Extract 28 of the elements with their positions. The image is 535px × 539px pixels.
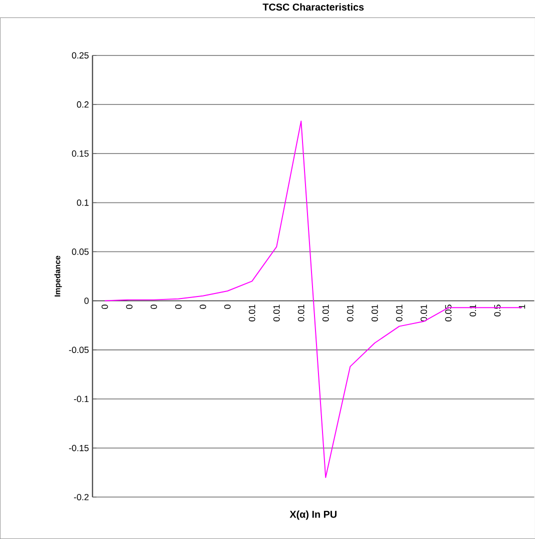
y-tick-label: -0.15: [68, 444, 88, 452]
chart-title: TCSC Characteristics: [262, 3, 364, 11]
x-tick-label: 0.01: [371, 304, 378, 322]
y-tick-label: -0.1: [74, 396, 88, 402]
y-tick-label: 0.25: [72, 52, 88, 59]
x-tick-label: 0: [200, 304, 206, 309]
x-tick-label: 0.01: [396, 304, 402, 322]
x-tick-label: 0: [126, 304, 132, 309]
x-tick-label: 0: [224, 304, 230, 309]
x-tick-label: 0: [101, 304, 108, 309]
x-tick-label: 1: [518, 304, 525, 309]
x-tick-label: 0.01: [298, 304, 304, 322]
x-tick-label: 0.05: [444, 304, 452, 322]
y-tick-label: 0.05: [72, 248, 88, 255]
y-tick-label: 0.1: [76, 199, 88, 206]
x-tick-label: 0: [175, 304, 182, 309]
y-tick-label: 0: [84, 298, 88, 304]
x-tick-label: 0.1: [470, 304, 476, 316]
y-tick-label: -0.05: [68, 346, 88, 354]
x-tick-label: 0.01: [248, 304, 255, 322]
x-tick-label: 0.01: [346, 304, 354, 322]
x-tick-label: 0.01: [322, 304, 329, 322]
x-axis-title: X(α) In PU: [290, 510, 336, 520]
y-tick-label: -0.2: [74, 494, 88, 500]
x-tick-label: 0: [150, 304, 157, 309]
x-tick-label: 0.01: [273, 304, 280, 322]
y-tick-label: 0.2: [76, 101, 88, 108]
y-tick-label: 0.15: [72, 150, 88, 157]
